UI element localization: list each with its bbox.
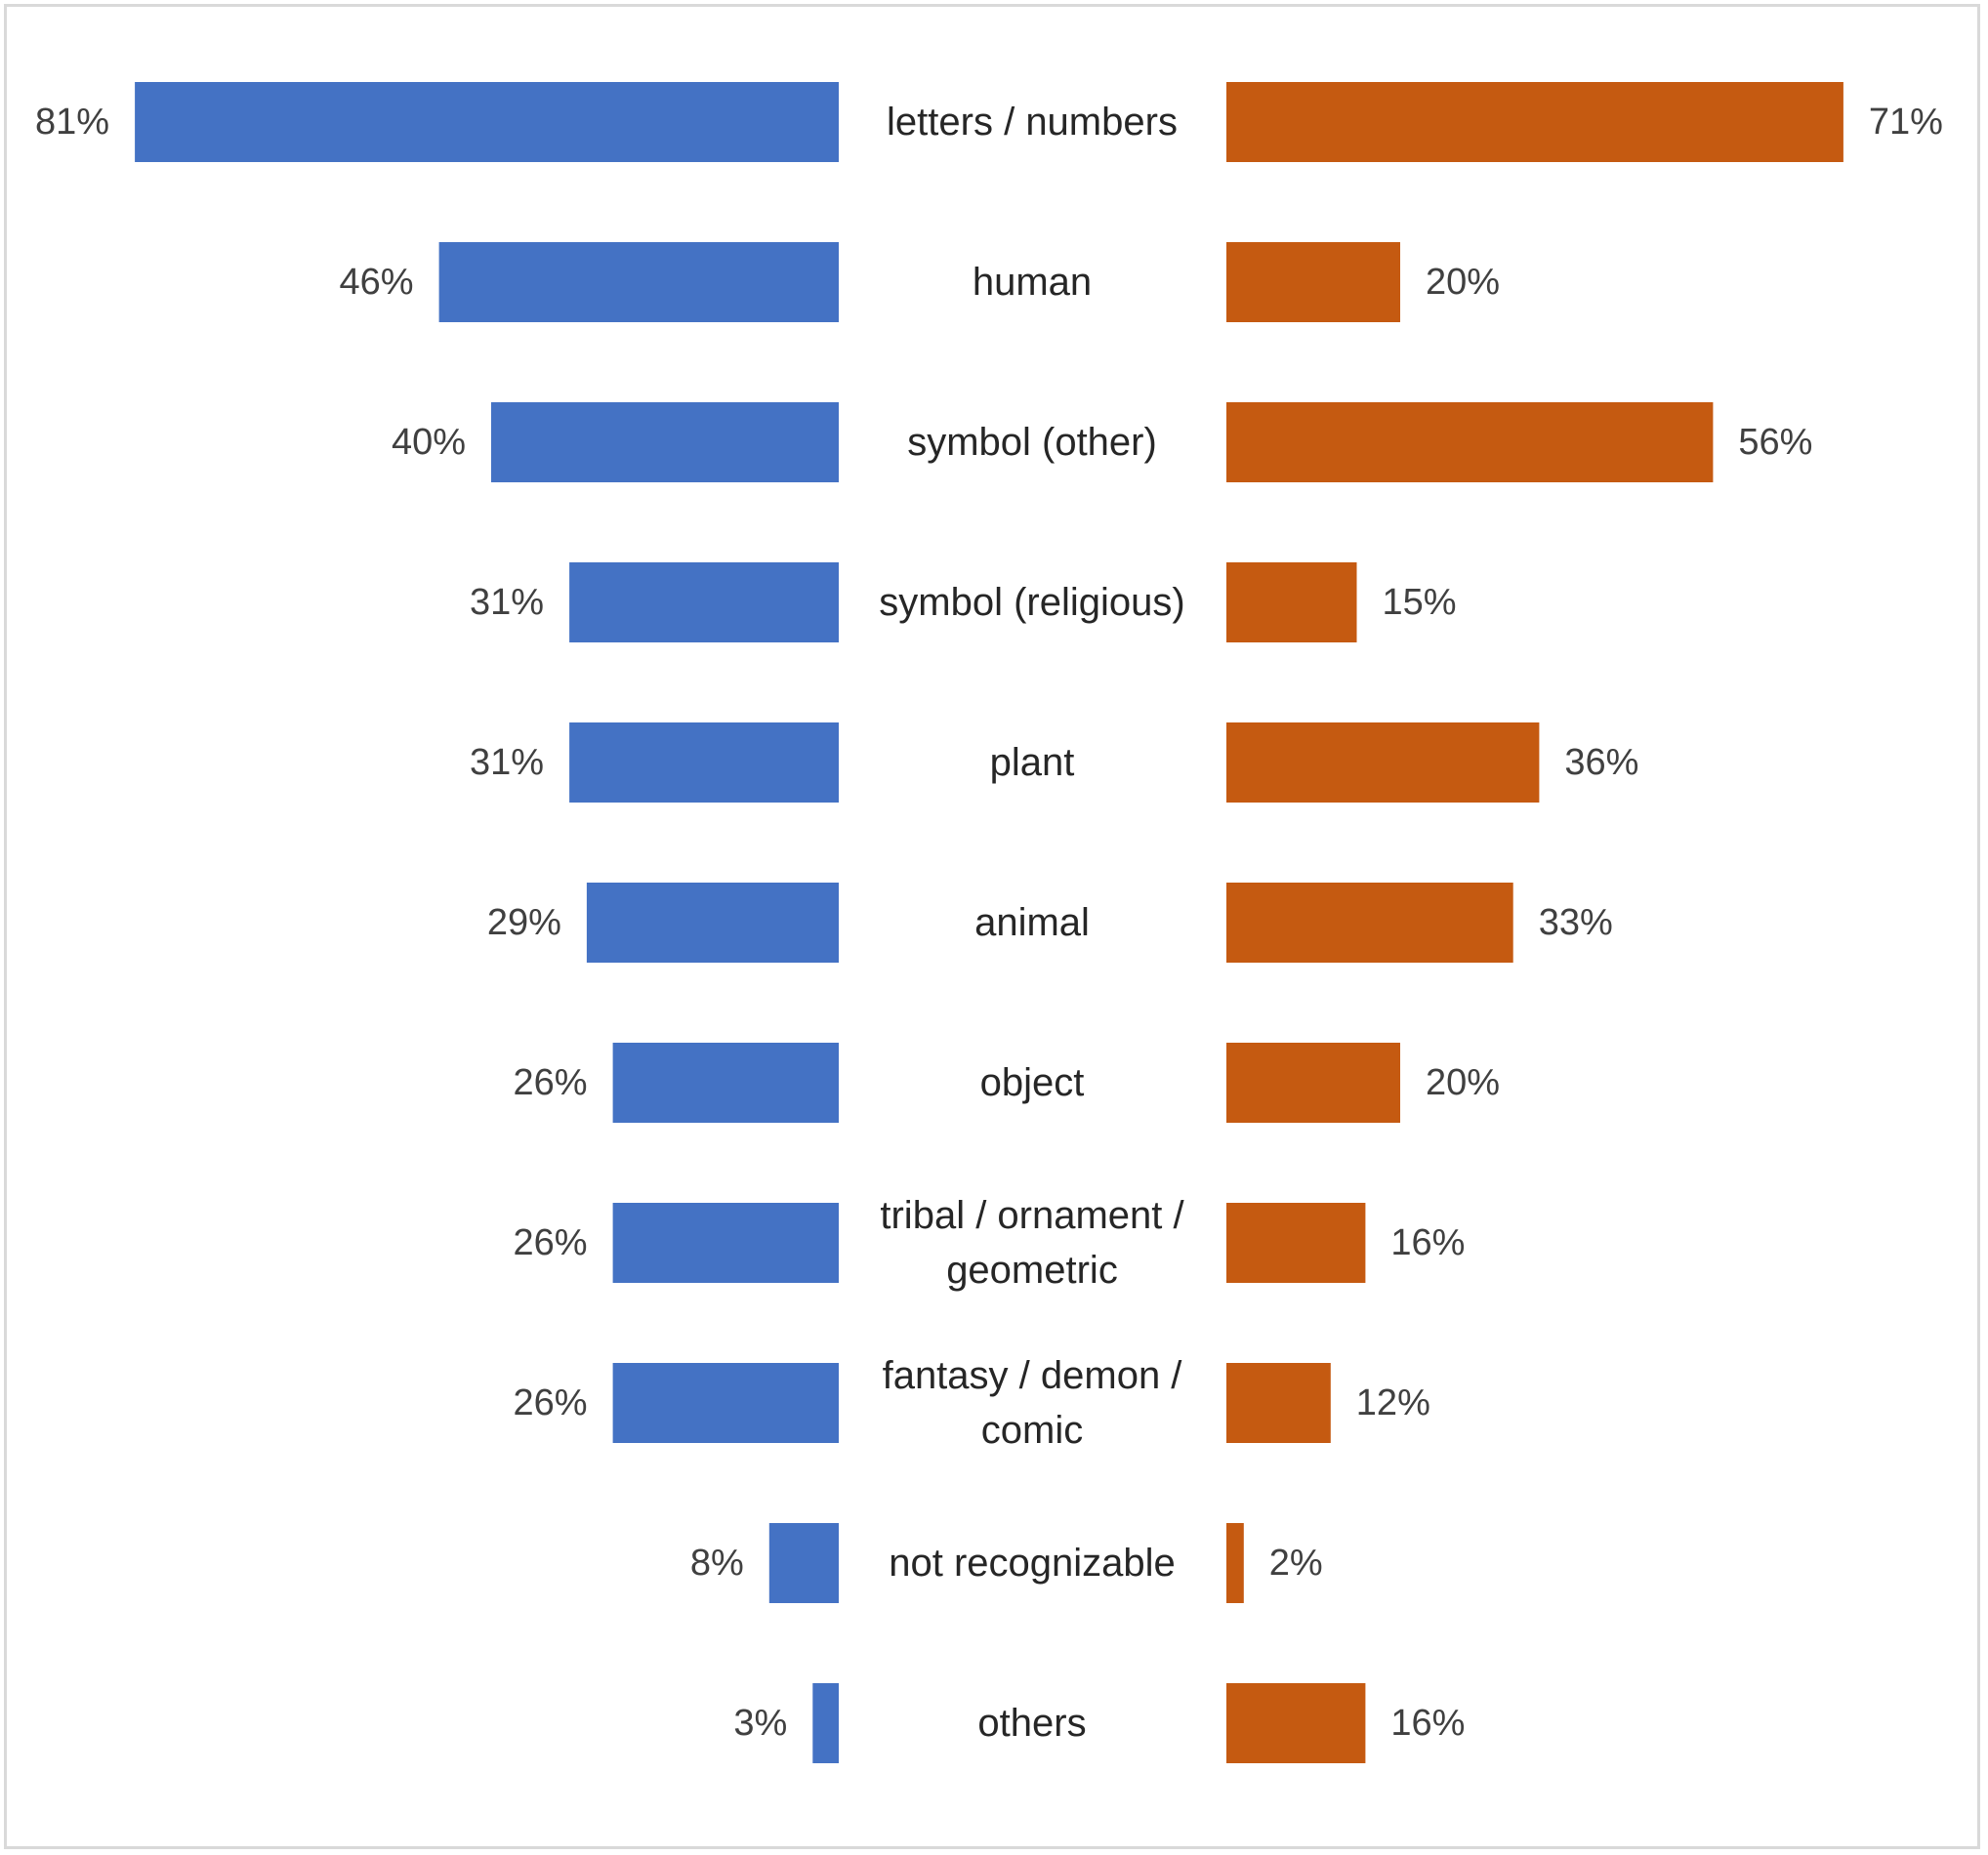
right-bar-3 bbox=[1226, 562, 1357, 642]
right-bar-0 bbox=[1226, 82, 1843, 162]
right-bar-5 bbox=[1226, 883, 1513, 963]
left-series-bars bbox=[135, 82, 840, 1763]
left-value-label-6: 26% bbox=[514, 1062, 588, 1103]
left-value-label-7: 26% bbox=[514, 1222, 588, 1263]
left-value-label-8: 26% bbox=[514, 1382, 588, 1423]
category-label-1: human bbox=[973, 261, 1092, 304]
category-label-0: letters / numbers bbox=[887, 101, 1178, 144]
right-bar-6 bbox=[1226, 1043, 1400, 1123]
left-value-label-3: 31% bbox=[470, 582, 544, 623]
right-bar-8 bbox=[1226, 1363, 1331, 1443]
right-value-label-9: 2% bbox=[1269, 1543, 1323, 1584]
left-value-label-0: 81% bbox=[35, 102, 109, 143]
value-labels: 81% 71% 46% 20% 40% 56% 31% 15% 31% 36% 29% 33% 26% 2… bbox=[35, 102, 1943, 1744]
left-bar-3 bbox=[569, 562, 839, 642]
chart-frame bbox=[4, 4, 1980, 1849]
left-bar-7 bbox=[612, 1203, 839, 1283]
right-value-label-2: 56% bbox=[1738, 422, 1812, 463]
left-value-label-4: 31% bbox=[470, 742, 544, 783]
right-value-label-3: 15% bbox=[1383, 582, 1457, 623]
category-label-4: plant bbox=[990, 741, 1075, 784]
category-label-6: object bbox=[980, 1061, 1085, 1104]
right-value-label-8: 12% bbox=[1356, 1382, 1430, 1423]
left-value-label-9: 8% bbox=[690, 1543, 744, 1584]
category-label-10: others bbox=[977, 1702, 1086, 1745]
right-value-label-1: 20% bbox=[1426, 262, 1500, 303]
category-label-5: animal bbox=[974, 901, 1090, 944]
category-labels: letters / numbers human symbol (other) symb… bbox=[879, 101, 1184, 1745]
right-value-label-0: 71% bbox=[1869, 102, 1943, 143]
left-bar-6 bbox=[612, 1043, 839, 1123]
category-label-9: not recognizable bbox=[889, 1542, 1176, 1585]
left-value-label-1: 46% bbox=[340, 262, 414, 303]
right-value-label-7: 16% bbox=[1390, 1222, 1465, 1263]
category-label-8: fantasy / demon / comic bbox=[883, 1354, 1183, 1452]
left-bar-5 bbox=[586, 883, 839, 963]
left-value-label-2: 40% bbox=[392, 422, 466, 463]
right-bar-1 bbox=[1226, 242, 1400, 322]
left-bar-4 bbox=[569, 722, 839, 803]
right-value-label-6: 20% bbox=[1426, 1062, 1500, 1103]
left-bar-1 bbox=[438, 242, 839, 322]
left-bar-9 bbox=[768, 1523, 839, 1603]
right-value-label-10: 16% bbox=[1390, 1703, 1465, 1744]
category-label-2: symbol (other) bbox=[907, 421, 1157, 464]
category-label-7: tribal / ornament / geometric bbox=[880, 1194, 1184, 1292]
left-bar-0 bbox=[135, 82, 840, 162]
right-value-label-5: 33% bbox=[1539, 902, 1613, 943]
right-bar-4 bbox=[1226, 722, 1540, 803]
right-bar-7 bbox=[1226, 1203, 1366, 1283]
right-bar-2 bbox=[1226, 402, 1714, 482]
right-bar-9 bbox=[1226, 1523, 1244, 1603]
right-bar-10 bbox=[1226, 1683, 1366, 1763]
left-bar-2 bbox=[491, 402, 839, 482]
left-value-label-10: 3% bbox=[733, 1703, 787, 1744]
right-series-bars bbox=[1226, 82, 1843, 1763]
category-label-3: symbol (religious) bbox=[879, 581, 1184, 624]
right-value-label-4: 36% bbox=[1564, 742, 1638, 783]
left-value-label-5: 29% bbox=[487, 902, 561, 943]
left-bar-10 bbox=[812, 1683, 839, 1763]
left-bar-8 bbox=[612, 1363, 839, 1443]
